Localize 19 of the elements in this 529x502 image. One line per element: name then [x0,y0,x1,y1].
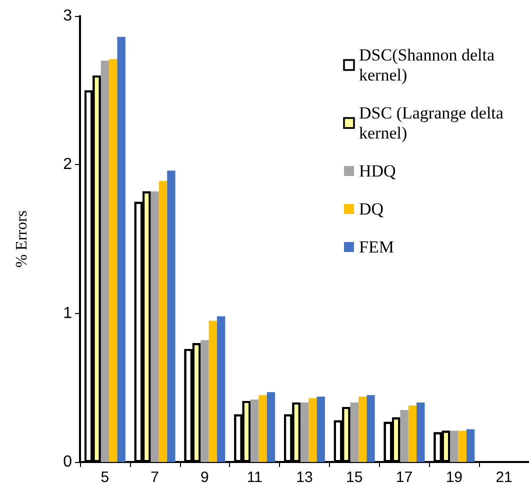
legend-label: HDQ [359,162,396,180]
legend-label: DSC(Shannon delta kernel) [359,46,499,84]
y-axis-title: % Errors [14,210,30,268]
y-tick-label: 3 [63,8,72,24]
x-tick-label: 9 [200,469,209,486]
x-tick-label: 7 [150,469,160,486]
x-tick-label: 17 [396,469,413,486]
y-tick-label: 2 [63,156,72,174]
x-tick-label: 13 [296,469,313,486]
y-tick-label: 1 [63,304,72,322]
x-tick-label: 11 [246,469,262,486]
legend-label: FEM [359,238,394,256]
x-tick-label: 5 [100,469,110,486]
legend-label: DQ [359,200,384,218]
x-tick-label: 19 [446,469,463,486]
x-tick-label: 21 [496,469,512,486]
y-tick-label: 0 [63,454,72,470]
x-tick-label: 15 [346,469,363,486]
legend-label: DSC (Lagrange delta kernel) [359,104,508,142]
